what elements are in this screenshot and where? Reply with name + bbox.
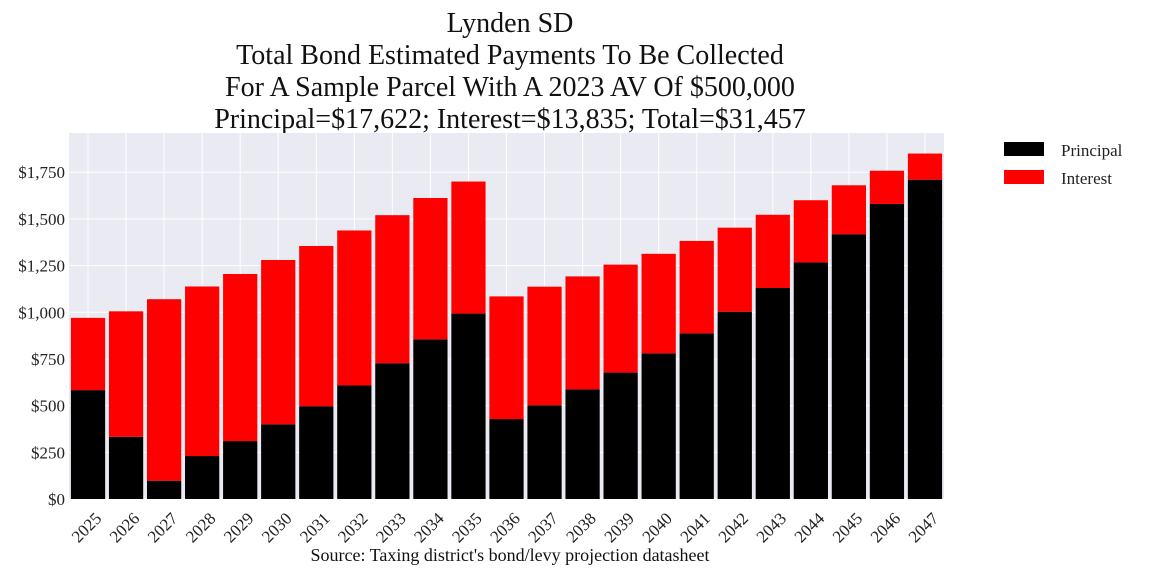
bar-principal-2041 (679, 333, 714, 499)
x-tick-label: 2027 (144, 509, 182, 547)
title-line: For A Sample Parcel With A 2023 AV Of $5… (225, 72, 795, 103)
legend: Principal Interest (1004, 141, 1123, 188)
bar-interest-2037 (527, 286, 562, 406)
x-tick-label: 2026 (106, 509, 143, 546)
x-tick-label: 2034 (410, 509, 448, 547)
x-tick-label: 2046 (867, 509, 904, 546)
bar-interest-2027 (146, 299, 182, 481)
bar-interest-2035 (451, 181, 486, 314)
bar-interest-2032 (337, 230, 372, 386)
source-note: Source: Taxing district's bond/levy proj… (310, 545, 709, 565)
title-line: Lynden SD (447, 8, 574, 39)
bar-interest-2025 (70, 317, 106, 391)
bar-interest-2038 (565, 276, 600, 390)
bar-interest-2047 (907, 153, 943, 180)
bar-principal-2039 (603, 372, 638, 499)
x-tick-label: 2039 (600, 509, 637, 546)
legend-label-interest: Interest (1061, 169, 1112, 188)
bar-interest-2045 (831, 185, 867, 235)
x-tick-label: 2033 (372, 509, 409, 546)
title-line: Principal=$17,622; Interest=$13,835; Tot… (214, 104, 806, 135)
x-tick-label: 2028 (182, 509, 219, 546)
y-tick-label: $0 (48, 490, 65, 509)
x-tick-label: 2029 (220, 509, 257, 546)
legend-swatch-principal (1004, 142, 1044, 156)
bar-interest-2029 (223, 273, 258, 442)
bar-principal-2029 (223, 441, 258, 499)
x-tick-label: 2036 (486, 509, 523, 546)
bar-interest-2039 (603, 264, 638, 373)
bar-principal-2025 (70, 390, 106, 499)
y-tick-label: $750 (31, 350, 65, 369)
x-tick-label: 2044 (791, 509, 829, 547)
bar-interest-2028 (185, 286, 220, 457)
bar-interest-2033 (375, 215, 410, 364)
bar-interest-2031 (299, 245, 334, 407)
bar-principal-2033 (375, 363, 410, 499)
x-tick-label: 2045 (829, 509, 866, 546)
bar-principal-2028 (185, 456, 220, 499)
x-axis-tick-labels: 2025 2026 2027 2028 2029 2030 2031 2032 2033 2034… (68, 509, 943, 547)
bar-principal-2046 (869, 203, 905, 500)
y-axis-tick-labels: $0 $250 $500 $750 $1,000 $1,250 $1,500 $1,750 (18, 163, 65, 509)
bar-principal-2027 (146, 480, 182, 499)
x-tick-label: 2040 (639, 509, 676, 546)
bar-interest-2042 (717, 227, 752, 312)
bar-principal-2037 (527, 405, 562, 499)
x-tick-label: 2031 (296, 509, 333, 546)
bar-principal-2032 (337, 385, 372, 499)
bar-principal-2034 (413, 339, 448, 499)
bar-principal-2035 (451, 313, 486, 499)
x-tick-label: 2041 (677, 509, 714, 546)
y-tick-label: $1,000 (18, 303, 65, 322)
bar-interest-2026 (108, 311, 144, 437)
x-tick-label: 2037 (524, 509, 562, 547)
bars (70, 153, 943, 500)
bar-interest-2030 (261, 259, 296, 425)
bar-interest-2036 (489, 296, 524, 420)
y-tick-label: $1,500 (18, 210, 65, 229)
title-line: Total Bond Estimated Payments To Be Coll… (236, 40, 784, 71)
x-tick-label: 2035 (448, 509, 485, 546)
bar-principal-2036 (489, 419, 524, 499)
bar-principal-2045 (831, 234, 867, 499)
bar-principal-2038 (565, 389, 600, 499)
x-tick-label: 2042 (715, 509, 752, 546)
x-tick-label: 2032 (334, 509, 371, 546)
x-tick-label: 2030 (258, 509, 295, 546)
y-tick-label: $500 (31, 397, 65, 416)
bar-interest-2040 (641, 253, 676, 354)
bar-principal-2047 (907, 179, 943, 500)
bar-principal-2030 (261, 424, 296, 499)
bar-principal-2031 (299, 406, 334, 499)
bar-interest-2034 (413, 197, 448, 340)
x-tick-label: 2025 (68, 509, 105, 546)
x-tick-label: 2043 (753, 509, 790, 546)
bar-interest-2041 (679, 240, 714, 334)
x-tick-label: 2047 (905, 509, 943, 547)
bar-principal-2040 (641, 353, 676, 499)
bar-interest-2046 (869, 170, 905, 204)
legend-swatch-interest (1004, 170, 1044, 184)
bar-principal-2043 (755, 287, 790, 499)
bar-principal-2042 (717, 311, 752, 499)
y-tick-label: $250 (31, 443, 65, 462)
bar-principal-2026 (108, 436, 144, 499)
x-tick-label: 2038 (562, 509, 599, 546)
y-tick-label: $1,250 (18, 257, 65, 276)
legend-label-principal: Principal (1061, 141, 1123, 160)
bar-principal-2044 (793, 262, 828, 499)
bar-interest-2043 (755, 214, 790, 288)
y-tick-label: $1,750 (18, 163, 65, 182)
bar-interest-2044 (793, 200, 828, 263)
